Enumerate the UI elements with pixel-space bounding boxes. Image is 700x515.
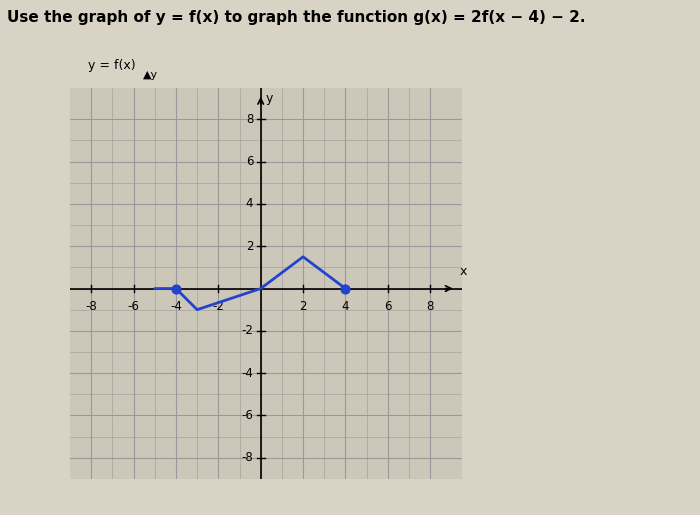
Text: -6: -6 — [127, 300, 139, 313]
Text: -2: -2 — [212, 300, 224, 313]
Text: 4: 4 — [246, 197, 253, 211]
Text: -2: -2 — [241, 324, 253, 337]
Text: 8: 8 — [426, 300, 434, 313]
Text: -6: -6 — [241, 409, 253, 422]
Text: y = f(x): y = f(x) — [88, 59, 136, 72]
Point — [340, 284, 351, 293]
Text: -8: -8 — [85, 300, 97, 313]
Point — [170, 284, 181, 293]
Text: 2: 2 — [246, 239, 253, 253]
Text: 2: 2 — [300, 300, 307, 313]
Text: 8: 8 — [246, 113, 253, 126]
Text: x: x — [460, 265, 468, 278]
Text: 6: 6 — [246, 155, 253, 168]
Text: Use the graph of y = f(x) to graph the function g(x) = 2f(x − 4) − 2.: Use the graph of y = f(x) to graph the f… — [7, 10, 585, 25]
Text: 4: 4 — [342, 300, 349, 313]
Text: 6: 6 — [384, 300, 391, 313]
Text: -8: -8 — [241, 451, 253, 465]
Text: y: y — [266, 92, 274, 105]
Text: -4: -4 — [241, 367, 253, 380]
Text: ▲y: ▲y — [143, 70, 158, 80]
Text: -4: -4 — [170, 300, 182, 313]
